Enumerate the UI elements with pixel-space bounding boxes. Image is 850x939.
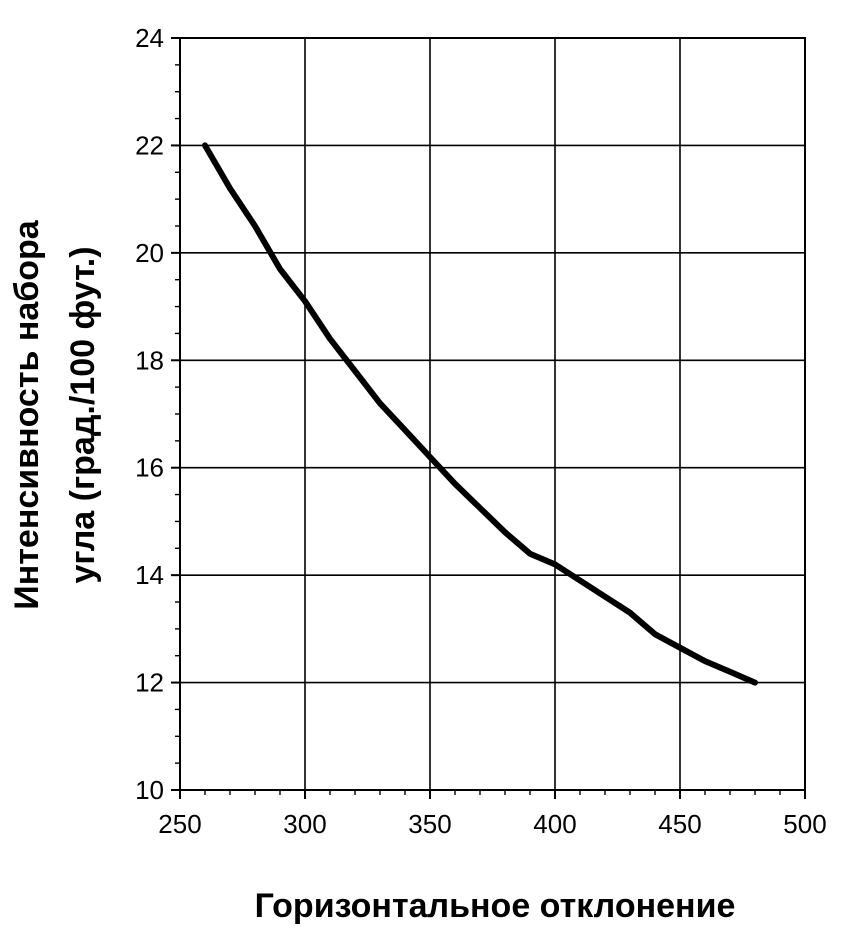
tick-labels: 250 300 350 400 450 500 10 12 14 16 18 20 22 24 [135,23,827,839]
y-tick-label: 24 [135,23,164,53]
minor-ticks [171,37,806,799]
y-tick-label: 16 [135,453,164,483]
y-tick-label: 22 [135,130,164,160]
y-axis-title-line-2: угла (град./100 фут.) [64,246,102,583]
y-tick-label: 12 [135,668,164,698]
y-tick-label: 18 [135,345,164,375]
grid [179,37,806,791]
x-tick-label: 400 [533,809,576,839]
x-axis-title: Горизонтальное отклонение [255,887,736,925]
series-layer [202,142,758,686]
x-tick-label: 350 [408,809,451,839]
y-tick-label: 14 [135,560,164,590]
y-tick-label: 10 [135,775,164,805]
x-tick-label: 250 [158,809,201,839]
y-axis-title: Интенсивность набора угла (град./100 фут… [8,219,102,610]
x-tick-label: 300 [283,809,326,839]
y-axis-title-line-1: Интенсивность набора [8,219,46,610]
x-tick-label: 500 [783,809,826,839]
x-tick-label: 450 [658,809,701,839]
series-line [202,142,758,686]
plot-frame [179,37,806,791]
y-tick-label: 20 [135,238,164,268]
